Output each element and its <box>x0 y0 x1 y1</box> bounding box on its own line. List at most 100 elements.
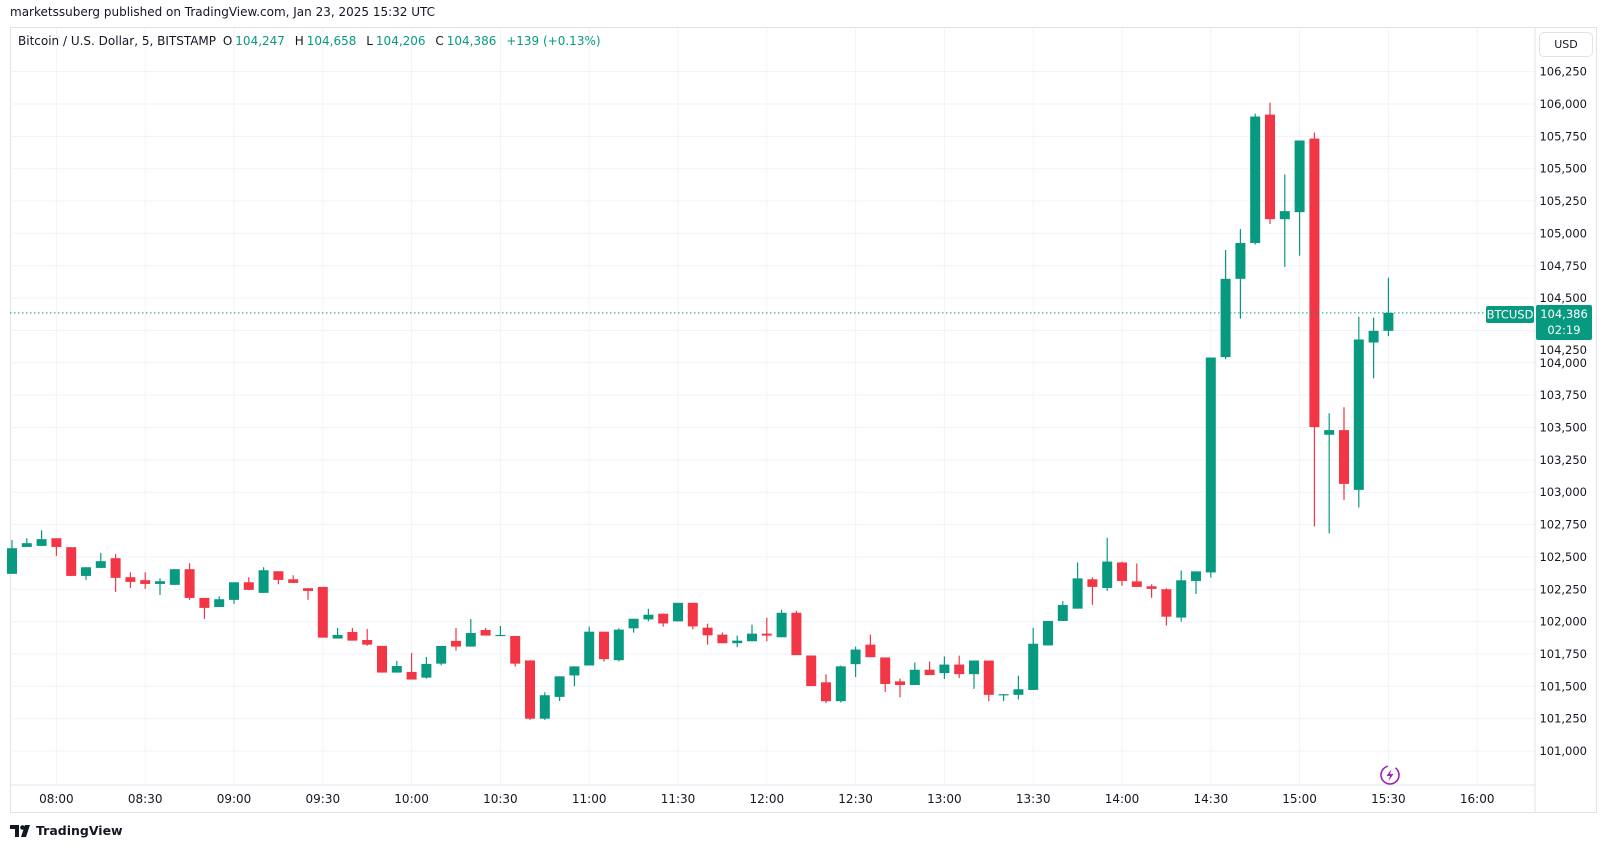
candle-up <box>539 692 550 720</box>
candle-body <box>806 655 817 687</box>
price-tick-label: 103,250 <box>1539 453 1587 467</box>
candle-body <box>421 663 432 678</box>
candle-up <box>1057 601 1068 621</box>
candle-body <box>747 633 757 642</box>
candle-down <box>66 547 77 576</box>
price-tick-label: 105,250 <box>1539 194 1587 208</box>
symbol-tag: BTCUSD <box>1487 308 1534 322</box>
candle-up <box>1250 113 1261 245</box>
candle-down <box>184 563 195 600</box>
candle-body <box>436 645 447 664</box>
candle-body <box>1176 580 1187 618</box>
candle-up <box>909 662 920 686</box>
time-tick-label: 11:00 <box>572 792 607 806</box>
candle-body <box>1072 578 1083 609</box>
candle-body <box>510 635 521 664</box>
price-tick-label: 104,000 <box>1539 356 1587 370</box>
candle-down <box>924 661 935 676</box>
candle-up <box>1294 140 1305 256</box>
candle-body <box>169 569 180 585</box>
candle-down <box>243 577 254 590</box>
candle-body <box>1250 116 1261 243</box>
candle-body <box>835 666 846 702</box>
candle-up <box>584 626 595 666</box>
candle-body <box>362 639 373 645</box>
lightning-icon[interactable] <box>1380 765 1400 785</box>
candle-up <box>1279 174 1290 267</box>
candle-up <box>229 582 239 604</box>
price-tick-label: 104,500 <box>1539 291 1587 305</box>
high-value: 104,658 <box>306 34 357 48</box>
candle-body <box>1220 278 1231 358</box>
tradingview-logo-icon <box>10 824 30 837</box>
candle-body <box>1146 586 1157 589</box>
time-tick-label: 16:00 <box>1460 792 1495 806</box>
time-tick-label: 14:00 <box>1105 792 1140 806</box>
candle-up <box>1102 537 1113 591</box>
candle-body <box>702 627 713 636</box>
candle-down <box>761 617 772 642</box>
symbol-tag-box <box>1486 306 1534 323</box>
candle-down <box>140 572 151 589</box>
candle-body <box>51 538 62 547</box>
publisher-line: marketssuberg published on TradingView.c… <box>10 5 436 19</box>
candle-body <box>895 681 905 686</box>
candle-down <box>480 627 491 636</box>
candle-body <box>1102 561 1113 588</box>
currency-button[interactable]: USD <box>1539 32 1593 57</box>
candle-up <box>939 656 950 680</box>
candle-up <box>1220 249 1231 360</box>
time-tick-label: 12:00 <box>750 792 785 806</box>
candle-body <box>628 618 639 629</box>
candle-body <box>791 612 802 656</box>
time-tick-label: 15:00 <box>1282 792 1317 806</box>
candle-up <box>1324 413 1335 534</box>
candle-down <box>1087 577 1098 605</box>
candle-up <box>391 660 402 673</box>
candle-body <box>954 664 965 675</box>
candle-down <box>658 613 669 627</box>
candle-body <box>451 640 461 647</box>
price-tick-label: 103,000 <box>1539 485 1587 499</box>
candle-down <box>821 674 831 704</box>
candle-body <box>1191 571 1201 581</box>
candle-up <box>36 530 47 546</box>
price-tick-label: 106,000 <box>1539 97 1587 111</box>
candle-body <box>7 548 17 574</box>
candle-down <box>687 602 698 630</box>
candle-up <box>732 635 743 648</box>
candle-body <box>66 547 77 576</box>
candle-body <box>391 665 402 673</box>
price-tick-label: 106,250 <box>1539 65 1587 79</box>
candle-body <box>1235 242 1246 279</box>
time-tick-label: 11:30 <box>661 792 696 806</box>
candle-body <box>258 570 269 593</box>
candle-body <box>95 561 106 568</box>
candle-up <box>1028 627 1039 690</box>
time-tick-label: 08:00 <box>39 792 74 806</box>
candle-up <box>1235 229 1246 319</box>
close-value: 104,386 <box>446 34 497 48</box>
candle-up <box>554 676 565 702</box>
candle-body <box>273 571 284 580</box>
grid-lines <box>10 28 1535 785</box>
candle-up <box>214 596 225 607</box>
candle-body <box>732 640 743 644</box>
price-tick-label: 103,750 <box>1539 388 1587 402</box>
candle-down <box>1131 563 1142 587</box>
symbol-title[interactable]: Bitcoin / U.S. Dollar, 5, BITSTAMP <box>18 34 217 48</box>
candle-body <box>480 630 491 636</box>
candle-up <box>969 660 979 689</box>
ohlc-open: O 104,247 <box>223 34 288 48</box>
candle-up <box>155 578 165 595</box>
candle-body <box>155 581 165 584</box>
candle-body <box>81 567 91 576</box>
candle-body <box>347 631 358 641</box>
tradingview-logo[interactable]: TradingView <box>10 823 123 838</box>
candle-up <box>95 552 106 568</box>
candle-up <box>7 539 17 574</box>
price-tag-countdown: 02:19 <box>1547 323 1580 337</box>
candle-body <box>406 671 417 680</box>
low-value: 104,206 <box>375 34 426 48</box>
